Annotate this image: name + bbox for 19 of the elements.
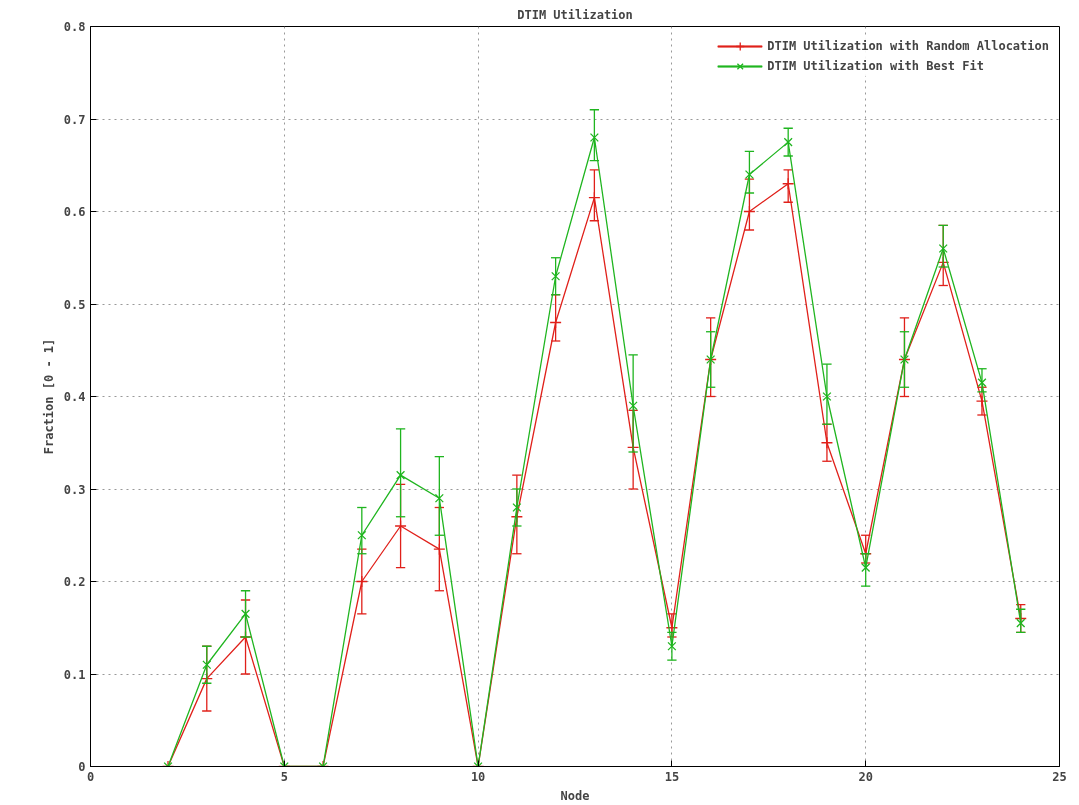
y-tick-label: 0.3 <box>63 482 86 497</box>
x-axis-title: Node <box>560 788 590 803</box>
y-tick-label: 0.5 <box>63 297 86 312</box>
x-tick-label: 15 <box>664 769 680 784</box>
y-axis-title: Fraction [0 - 1] <box>41 338 56 455</box>
y-tick-label: 0 <box>78 760 86 774</box>
y-tick-label: 0.7 <box>63 112 86 127</box>
y-tick-label: 0.4 <box>63 390 86 404</box>
x-tick-label: 10 <box>470 769 486 784</box>
x-tick-label: 20 <box>858 769 873 784</box>
y-tick-label: 0.8 <box>63 20 86 34</box>
legend-label: DTIM Utilization with Best Fit <box>767 59 984 73</box>
x-tick-label: 5 <box>280 769 288 784</box>
legend-label: DTIM Utilization with Random Allocation <box>767 39 1049 53</box>
chart-title: DTIM Utilization <box>517 7 633 22</box>
x-tick-label: 25 <box>1052 769 1067 784</box>
y-tick-label: 0.6 <box>63 205 86 219</box>
y-tick-label: 0.2 <box>63 575 86 589</box>
y-tick-label: 0.1 <box>63 667 86 682</box>
